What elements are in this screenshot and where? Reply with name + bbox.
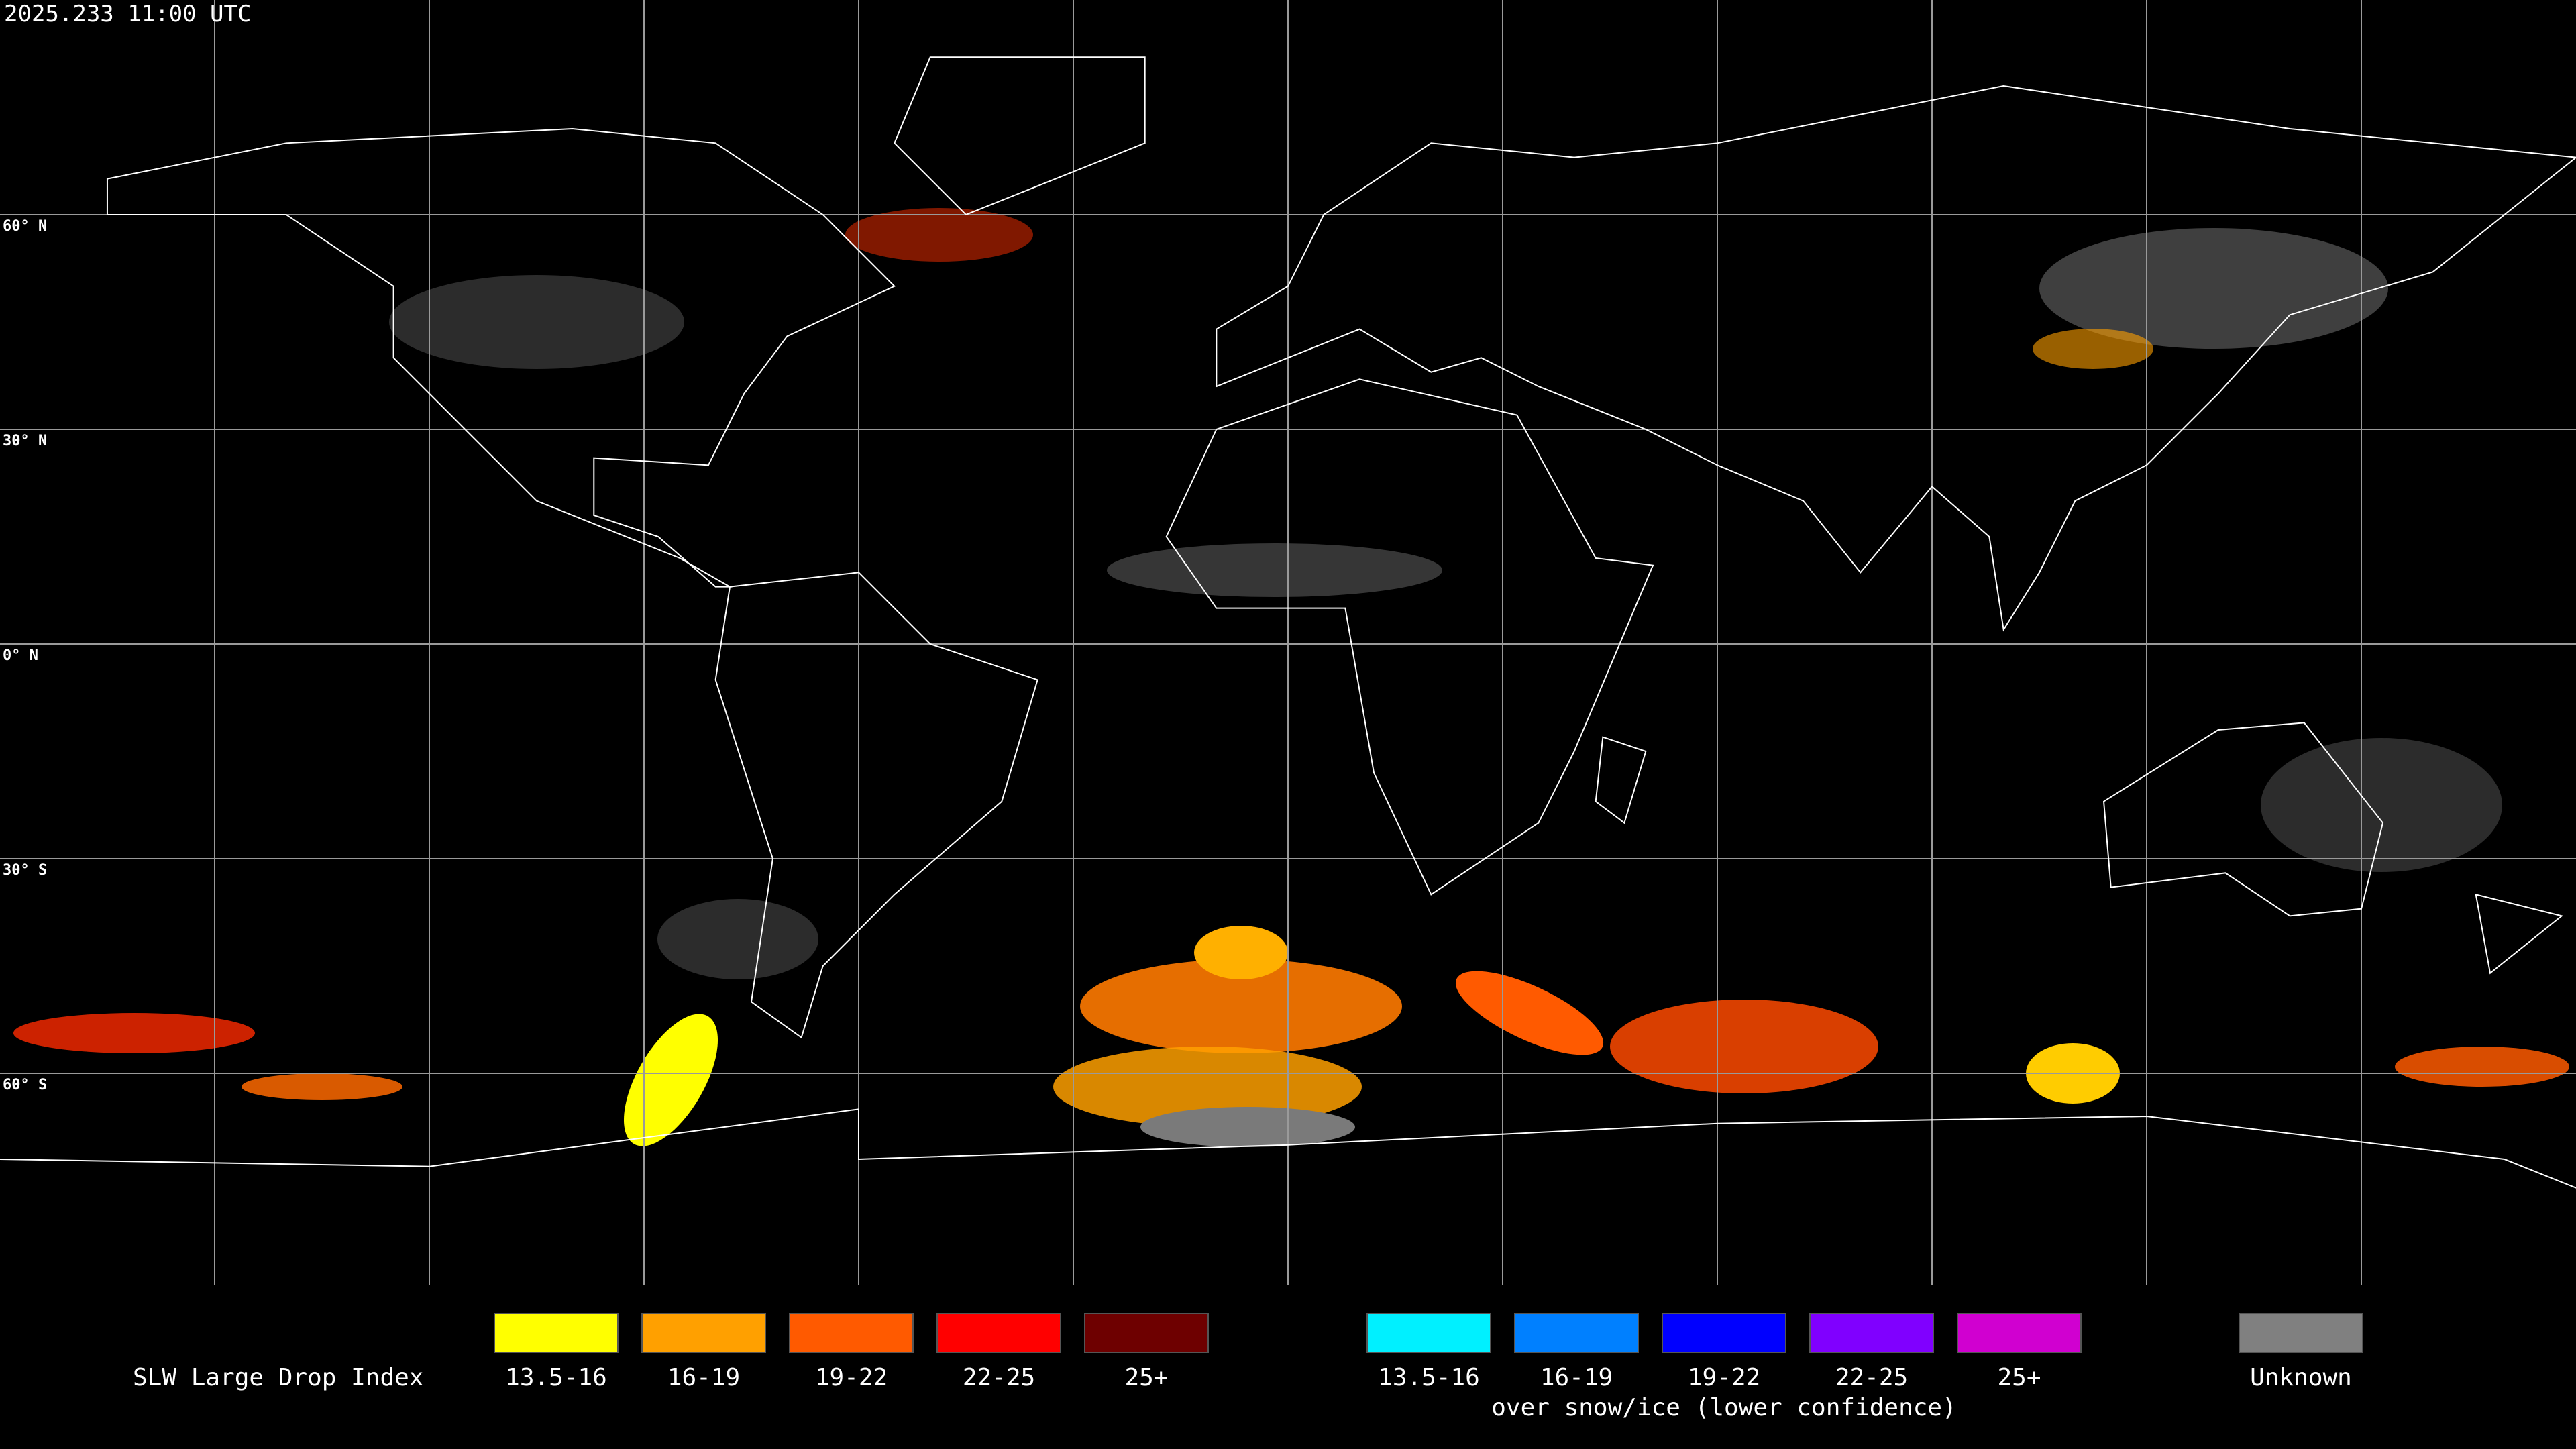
- latitude-label: 30° S: [3, 862, 47, 879]
- legend-swatch: [1514, 1313, 1639, 1353]
- legend-label: 19-22: [815, 1364, 888, 1391]
- legend-label: Unknown: [2250, 1364, 2352, 1391]
- legend-swatch: [2239, 1313, 2363, 1353]
- legend-label: 22-25: [963, 1364, 1035, 1391]
- legend-label: 25+: [1124, 1364, 1168, 1391]
- latitude-label: 60° S: [3, 1077, 47, 1093]
- legend-swatch: [789, 1313, 914, 1353]
- legend-label: 25+: [1997, 1364, 2041, 1391]
- legend-label: 22-25: [1835, 1364, 1908, 1391]
- legend-label: 13.5-16: [1378, 1364, 1480, 1391]
- coastlines: [0, 57, 2576, 1187]
- legend-swatch: [494, 1313, 619, 1353]
- legend-label: 16-19: [667, 1364, 740, 1391]
- timestamp: 2025.233 11:00 UTC: [4, 1, 251, 28]
- legend-swatch: [1366, 1313, 1491, 1353]
- latitude-label: 0° N: [3, 647, 38, 664]
- legend-swatch: [1084, 1313, 1209, 1353]
- legend-label: 13.5-16: [505, 1364, 607, 1391]
- legend-swatch: [1809, 1313, 1934, 1353]
- legend-swatch: [641, 1313, 766, 1353]
- graticule: [0, 0, 2576, 1285]
- latitude-label: 30° N: [3, 433, 47, 449]
- latitude-label: 60° N: [3, 218, 47, 235]
- cloud-overlay: [13, 208, 2569, 1147]
- legend-swatch: [1957, 1313, 2082, 1353]
- legend-swatch: [1662, 1313, 1786, 1353]
- legend-label: 19-22: [1688, 1364, 1760, 1391]
- legend-swatch: [936, 1313, 1061, 1353]
- legend-label: 16-19: [1540, 1364, 1613, 1391]
- legend: 13.5-16 16-19 19-22 22-25 25+ 13.5-16 16-19 19-…: [494, 1313, 2363, 1421]
- legend-panel: [0, 1285, 2576, 1449]
- legend-caption: over snow/ice (lower confidence): [1491, 1394, 1957, 1421]
- legend-title: SLW Large Drop Index: [133, 1364, 423, 1391]
